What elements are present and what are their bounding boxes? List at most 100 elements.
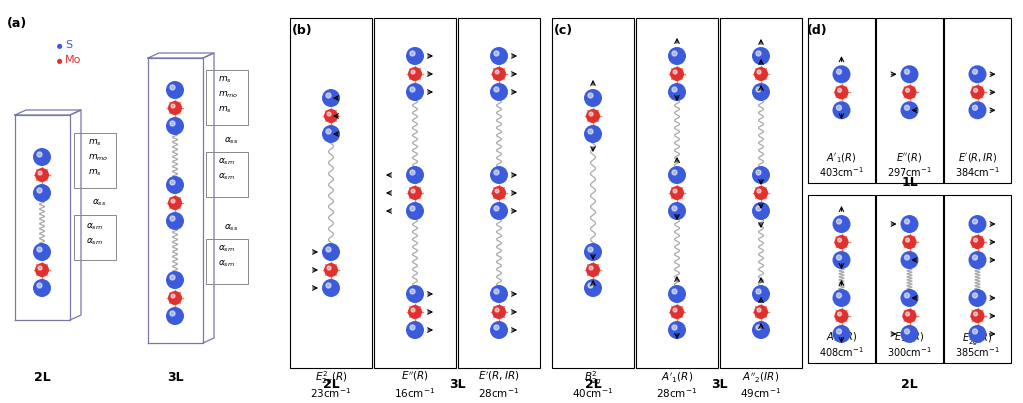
Circle shape (969, 101, 986, 119)
Circle shape (166, 271, 184, 289)
Text: $E''(R)$: $E''(R)$ (896, 151, 923, 164)
Text: Mo: Mo (65, 55, 82, 65)
Text: $\alpha_{sm}$: $\alpha_{sm}$ (86, 237, 103, 247)
Text: $m_{mo}$: $m_{mo}$ (218, 90, 238, 100)
Circle shape (833, 251, 850, 269)
Circle shape (752, 47, 770, 65)
Circle shape (672, 325, 677, 330)
Circle shape (969, 251, 986, 269)
Text: 300cm$^{-1}$: 300cm$^{-1}$ (887, 345, 932, 359)
Text: $E'(R,IR)$: $E'(R,IR)$ (958, 151, 997, 164)
Text: 2L: 2L (584, 378, 602, 391)
Circle shape (670, 305, 684, 319)
Circle shape (494, 206, 499, 211)
Circle shape (835, 309, 848, 323)
Circle shape (837, 69, 842, 74)
Circle shape (757, 308, 761, 312)
Circle shape (322, 125, 340, 143)
Circle shape (166, 307, 184, 325)
Circle shape (166, 176, 184, 194)
Circle shape (490, 83, 508, 101)
Circle shape (904, 293, 909, 298)
Circle shape (494, 325, 499, 330)
Circle shape (406, 47, 424, 65)
Circle shape (410, 289, 415, 294)
Circle shape (973, 329, 978, 334)
Circle shape (326, 283, 331, 288)
Circle shape (900, 65, 919, 83)
Text: $A''_2(IR)$: $A''_2(IR)$ (743, 370, 780, 384)
Bar (808, 195, 875, 363)
Bar (458, 18, 540, 368)
Circle shape (971, 85, 984, 99)
Bar (720, 18, 802, 368)
Circle shape (905, 88, 909, 92)
Circle shape (673, 308, 677, 312)
Circle shape (327, 112, 331, 116)
Circle shape (408, 305, 422, 319)
Circle shape (757, 70, 761, 74)
Circle shape (902, 235, 917, 249)
Circle shape (33, 184, 51, 202)
Circle shape (670, 67, 684, 81)
Circle shape (969, 65, 986, 83)
Circle shape (490, 166, 508, 184)
Circle shape (668, 285, 686, 303)
Circle shape (905, 312, 909, 316)
Circle shape (905, 238, 909, 242)
Circle shape (756, 206, 761, 211)
Circle shape (904, 255, 909, 260)
Circle shape (490, 202, 508, 220)
Circle shape (406, 83, 424, 101)
Text: $\alpha_{sm}$: $\alpha_{sm}$ (218, 172, 235, 182)
Circle shape (672, 206, 677, 211)
Circle shape (833, 215, 850, 233)
Bar (944, 18, 1011, 183)
Circle shape (406, 166, 424, 184)
Circle shape (411, 308, 415, 312)
Circle shape (324, 263, 338, 277)
Circle shape (668, 166, 686, 184)
Circle shape (756, 87, 761, 92)
Circle shape (584, 89, 602, 107)
Bar (808, 18, 875, 183)
Circle shape (322, 279, 340, 297)
Circle shape (973, 69, 978, 74)
Circle shape (326, 247, 331, 252)
Circle shape (904, 105, 909, 110)
Text: $A_{1g}(R)$: $A_{1g}(R)$ (826, 331, 857, 345)
Text: $E^2_{2g}(R)$: $E^2_{2g}(R)$ (315, 370, 347, 387)
Circle shape (752, 321, 770, 339)
Text: $A'_1(R)$: $A'_1(R)$ (827, 151, 856, 164)
Circle shape (170, 275, 175, 280)
Text: $m_s$: $m_s$ (88, 168, 102, 178)
Text: $m_{mo}$: $m_{mo}$ (88, 153, 108, 163)
Bar (206, 70, 248, 125)
Text: 2L: 2L (34, 371, 50, 384)
Circle shape (410, 51, 415, 56)
Text: 297cm$^{-1}$: 297cm$^{-1}$ (887, 165, 932, 179)
Circle shape (900, 325, 919, 343)
Circle shape (974, 312, 978, 316)
Circle shape (33, 148, 51, 166)
Circle shape (904, 219, 909, 224)
Circle shape (588, 129, 593, 134)
Circle shape (35, 263, 49, 277)
Circle shape (406, 202, 424, 220)
Circle shape (168, 196, 182, 210)
Circle shape (837, 105, 842, 110)
Text: 28cm$^{-1}$: 28cm$^{-1}$ (657, 386, 698, 400)
Text: 49cm$^{-1}$: 49cm$^{-1}$ (741, 386, 782, 400)
Circle shape (490, 285, 508, 303)
Text: (a): (a) (7, 17, 28, 30)
Circle shape (411, 70, 415, 74)
Bar (944, 195, 1011, 363)
Circle shape (837, 219, 842, 224)
Circle shape (495, 308, 499, 312)
Circle shape (492, 305, 506, 319)
Circle shape (668, 83, 686, 101)
Text: (b): (b) (292, 24, 313, 37)
Text: $B^2_{2g}$: $B^2_{2g}$ (584, 370, 602, 387)
Text: (d): (d) (807, 24, 828, 37)
Text: $\alpha_{sm}$: $\alpha_{sm}$ (218, 244, 235, 254)
